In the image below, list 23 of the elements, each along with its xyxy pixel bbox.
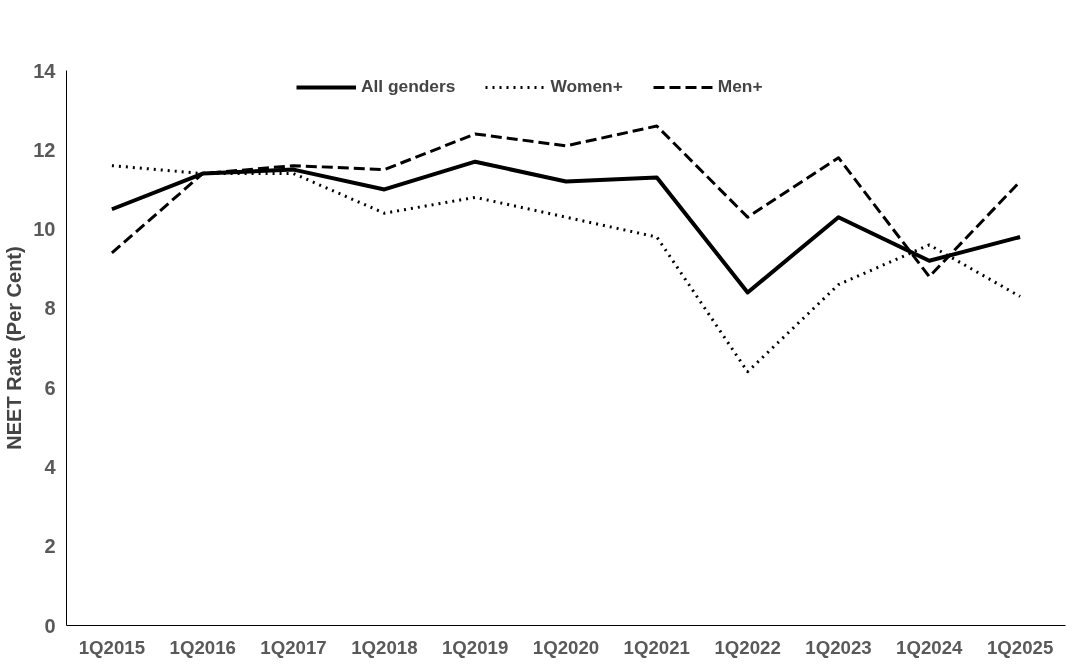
x-tick-label: 1Q2024 [896,636,964,658]
y-tick-label: 14 [33,59,57,82]
x-tick-label: 1Q2019 [441,636,509,658]
y-tick-label: 8 [44,297,56,320]
x-tick-label: 1Q2023 [805,636,872,658]
x-tick-label: 1Q2016 [169,636,236,658]
legend-label: Women+ [550,76,623,97]
legend-label: All genders [361,76,456,97]
y-axis-title: NEET Rate (Per Cent) [3,246,26,450]
x-tick-label: 1Q2018 [351,636,418,658]
legend-label: Men+ [717,76,763,97]
y-tick-label: 0 [44,614,56,637]
y-tick-label: 4 [44,455,57,478]
x-tick-label: 1Q2022 [714,636,781,658]
x-tick-label: 1Q2017 [260,636,327,658]
y-tick-label: 6 [44,376,56,399]
x-tick-label: 1Q2020 [532,636,600,658]
y-tick-label: 12 [33,138,56,161]
x-tick-label: 1Q2015 [78,636,146,658]
x-tick-label: 1Q2025 [986,636,1054,658]
x-tick-label: 1Q2021 [623,636,691,658]
y-tick-label: 10 [33,218,56,241]
y-tick-label: 2 [44,535,56,558]
